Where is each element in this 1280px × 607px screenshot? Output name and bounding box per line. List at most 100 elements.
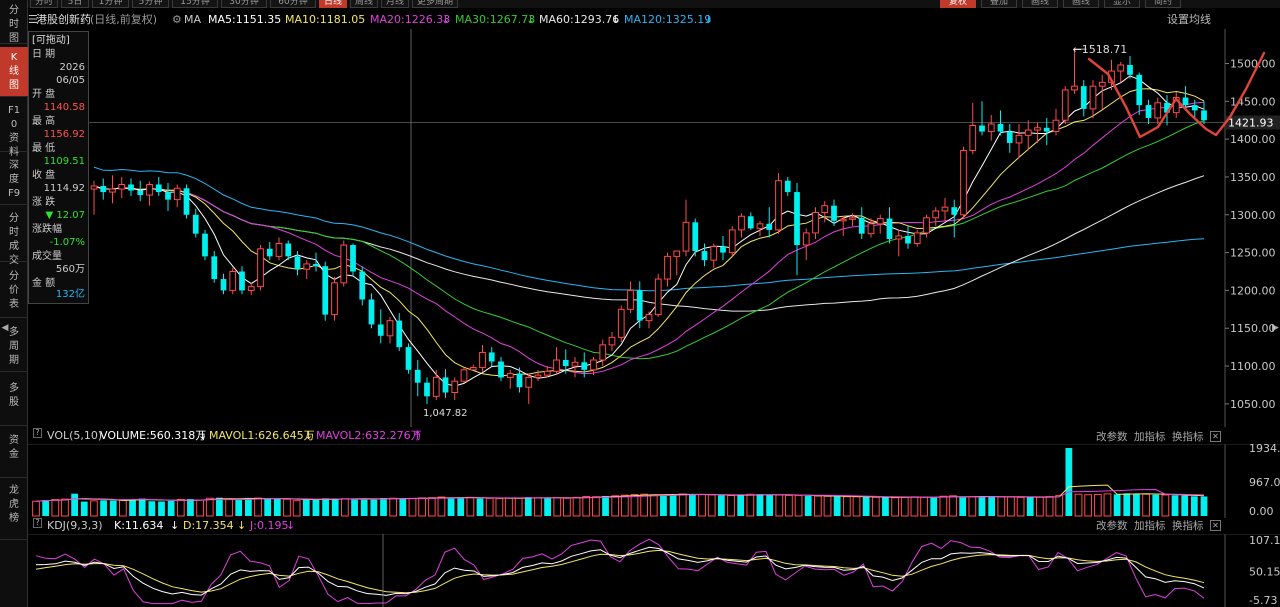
candle[interactable] <box>571 356 579 378</box>
ma-settings-button[interactable]: 设置均线 <box>1167 13 1211 26</box>
candle[interactable] <box>932 207 940 227</box>
candle[interactable] <box>710 243 718 268</box>
toolbar-right-button-5[interactable]: 简约 <box>1145 0 1181 8</box>
nav-item-zijin[interactable]: 资金 <box>0 430 28 478</box>
kdj-edit-params-button[interactable]: 改参数 <box>1096 520 1128 532</box>
candle[interactable] <box>1201 101 1207 124</box>
candle[interactable] <box>1006 123 1013 153</box>
candle[interactable] <box>923 214 930 238</box>
candle[interactable] <box>1191 99 1198 118</box>
candle[interactable] <box>303 260 311 280</box>
nav-item-f10[interactable]: F10资料 <box>0 100 28 158</box>
candle[interactable] <box>479 344 486 373</box>
candle[interactable] <box>239 266 245 295</box>
candle[interactable] <box>590 356 597 376</box>
candle[interactable] <box>654 273 662 317</box>
collapse-left-icon[interactable]: ◀ <box>1 323 9 333</box>
period-button-8[interactable]: 周线 <box>350 0 378 8</box>
candle[interactable] <box>766 207 773 238</box>
vol-switch-indicator-button[interactable]: 换指标 <box>1172 431 1204 443</box>
candle[interactable] <box>1015 123 1023 159</box>
candle[interactable] <box>1145 99 1152 124</box>
candle[interactable] <box>839 216 847 236</box>
toolbar-right-button-3[interactable]: 画线 <box>1063 0 1099 8</box>
nav-item-duogu[interactable]: 多股 <box>0 378 28 426</box>
candle[interactable] <box>1043 117 1050 146</box>
vol-add-indicator-button[interactable]: 加指标 <box>1134 431 1166 443</box>
candle[interactable] <box>802 228 810 261</box>
candle[interactable] <box>247 282 255 295</box>
candle[interactable] <box>794 182 800 276</box>
menu-icon[interactable]: ☰ <box>28 13 38 26</box>
candle[interactable] <box>506 369 514 389</box>
toolbar-right-button-4[interactable]: 显示 <box>1104 0 1140 8</box>
volume-chart[interactable]: 1934.00 967.00 0.00 <box>28 444 1280 518</box>
candle[interactable] <box>738 213 745 238</box>
candle[interactable] <box>720 235 726 261</box>
nav-item-duozhouqi[interactable]: 多周期 <box>0 322 28 372</box>
nav-item-fenshichengjiao[interactable]: 分时成交 <box>0 208 28 266</box>
candle[interactable] <box>331 276 338 321</box>
candle[interactable] <box>285 240 292 261</box>
candle[interactable] <box>756 220 764 236</box>
candle[interactable] <box>886 207 893 244</box>
candle[interactable] <box>562 349 569 374</box>
candle[interactable] <box>155 176 162 196</box>
period-button-1[interactable]: 5日 <box>61 0 89 8</box>
candle[interactable] <box>109 175 116 204</box>
candle[interactable] <box>516 367 523 393</box>
candle[interactable] <box>368 293 375 329</box>
candle[interactable] <box>414 359 421 397</box>
candle[interactable] <box>1098 74 1106 109</box>
candle[interactable] <box>90 180 98 215</box>
candle[interactable] <box>608 332 616 351</box>
candle[interactable] <box>229 267 237 295</box>
info-panel[interactable]: [可拖动] 日 期 2026 06/05 开 盘 1140.58 最 高 115… <box>28 31 89 304</box>
candle[interactable] <box>534 369 542 382</box>
settings-icon[interactable]: ⚙ <box>172 13 182 26</box>
kdj-chart[interactable]: 107.11 50.15 -5.73 <box>28 534 1280 607</box>
kdj-add-indicator-button[interactable]: 加指标 <box>1134 520 1166 532</box>
candle[interactable] <box>599 339 607 367</box>
candle[interactable] <box>1154 97 1162 124</box>
candle[interactable] <box>692 218 699 257</box>
candle[interactable] <box>137 180 144 202</box>
candle[interactable] <box>831 199 837 227</box>
nav-item-kxian[interactable]: K线图 <box>0 47 28 97</box>
candle[interactable] <box>192 208 199 238</box>
candle[interactable] <box>701 243 708 267</box>
kdj-title[interactable]: KDJ(9,3,3) <box>47 519 103 532</box>
candle[interactable] <box>1172 92 1180 118</box>
candle[interactable] <box>941 198 949 221</box>
period-button-9[interactable]: 月线 <box>381 0 409 8</box>
candle[interactable] <box>858 207 865 239</box>
candle[interactable] <box>322 261 329 321</box>
collapse-right-icon[interactable]: ▶ <box>1272 323 1279 333</box>
candle[interactable] <box>895 229 903 257</box>
candle[interactable] <box>987 114 995 141</box>
candle[interactable] <box>350 243 356 276</box>
candle[interactable] <box>849 213 856 227</box>
candle[interactable] <box>313 252 319 272</box>
period-button-6[interactable]: 60分钟 <box>270 0 316 8</box>
candle[interactable] <box>581 352 588 378</box>
kdj-close-icon[interactable]: ✕ <box>1210 520 1221 531</box>
vol-close-icon[interactable]: ✕ <box>1210 431 1221 442</box>
candle[interactable] <box>553 347 560 376</box>
period-button-2[interactable]: 1分钟 <box>92 0 129 8</box>
toolbar-right-button-0[interactable]: 复权 <box>940 0 976 8</box>
candle[interactable] <box>617 305 625 342</box>
candle[interactable] <box>451 377 459 401</box>
candle[interactable] <box>294 251 301 276</box>
candle[interactable] <box>424 377 430 404</box>
period-button-0[interactable]: 分时 <box>30 0 58 8</box>
candle[interactable] <box>173 184 181 208</box>
candle[interactable] <box>359 266 366 306</box>
period-button-7[interactable]: 日线 <box>319 0 347 8</box>
candle[interactable] <box>118 176 126 199</box>
candle[interactable] <box>627 281 634 314</box>
period-button-4[interactable]: 15分钟 <box>172 0 218 8</box>
candle[interactable] <box>913 229 921 247</box>
toolbar-right-button-2[interactable]: 画线 <box>1022 0 1058 8</box>
candle[interactable] <box>525 373 533 404</box>
